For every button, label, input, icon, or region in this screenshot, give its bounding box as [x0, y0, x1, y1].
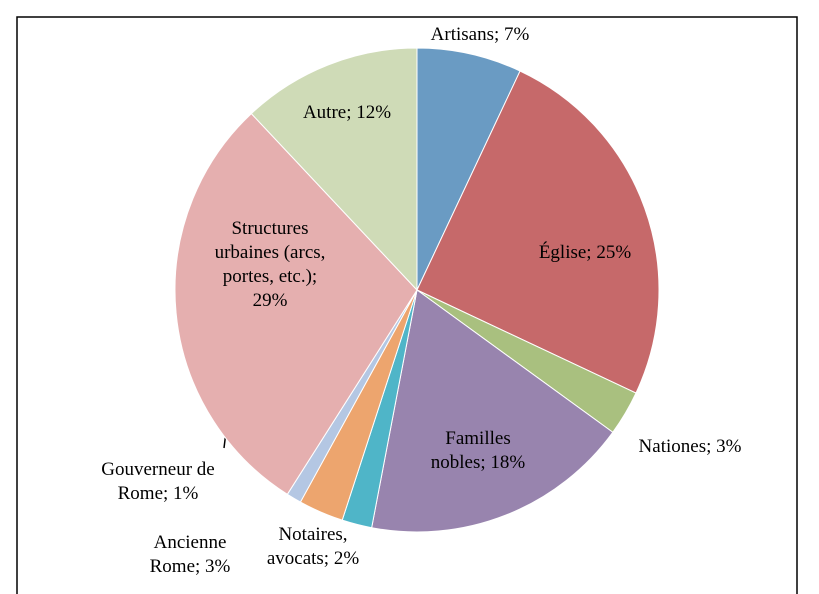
pie-slice — [416, 47, 521, 291]
label-line: Autre; 12% — [303, 102, 391, 123]
label-line: urbaines (arcs, — [215, 242, 326, 263]
label-line: Gouverneur de — [101, 459, 214, 480]
label-line: Rome; 3% — [150, 556, 231, 577]
label-line: Rome; 1% — [118, 483, 199, 504]
slice-label: Église; 25% — [539, 241, 632, 263]
pie-slice — [174, 112, 418, 496]
slice-label: Artisans; 7% — [431, 24, 530, 45]
label-line: 29% — [253, 290, 288, 311]
label-line: Ancienne — [154, 532, 227, 553]
pie-slice — [371, 289, 614, 533]
slice-label: Structures urbaines (arcs, portes, etc.); 2… — [215, 218, 326, 311]
slice-label: Nationes; 3% — [639, 436, 742, 457]
label-line: Nationes; 3% — [639, 436, 742, 457]
pie-slice — [416, 70, 660, 394]
label-line: portes, etc.); — [223, 266, 317, 287]
label-line: Église; 25% — [539, 241, 632, 263]
frame — [16, 16, 798, 594]
slice-label: Ancienne Rome; 3% — [150, 532, 231, 577]
label-line: Structures — [231, 218, 308, 239]
label-line: Notaires, — [278, 524, 347, 545]
slice-label: Notaires, avocats; 2% — [267, 524, 360, 569]
slice-label: Familles nobles; 18% — [431, 428, 526, 473]
slice-label: Autre; 12% — [303, 102, 391, 123]
pie-slice — [250, 47, 418, 292]
slice-label: Gouverneur de Rome; 1% — [101, 459, 214, 504]
label-line: nobles; 18% — [431, 452, 526, 473]
label-line: avocats; 2% — [267, 548, 360, 569]
label-line: Artisans; 7% — [431, 24, 530, 45]
label-line: Familles — [445, 428, 510, 449]
